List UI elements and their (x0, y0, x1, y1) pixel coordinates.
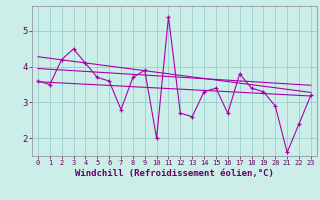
X-axis label: Windchill (Refroidissement éolien,°C): Windchill (Refroidissement éolien,°C) (75, 169, 274, 178)
